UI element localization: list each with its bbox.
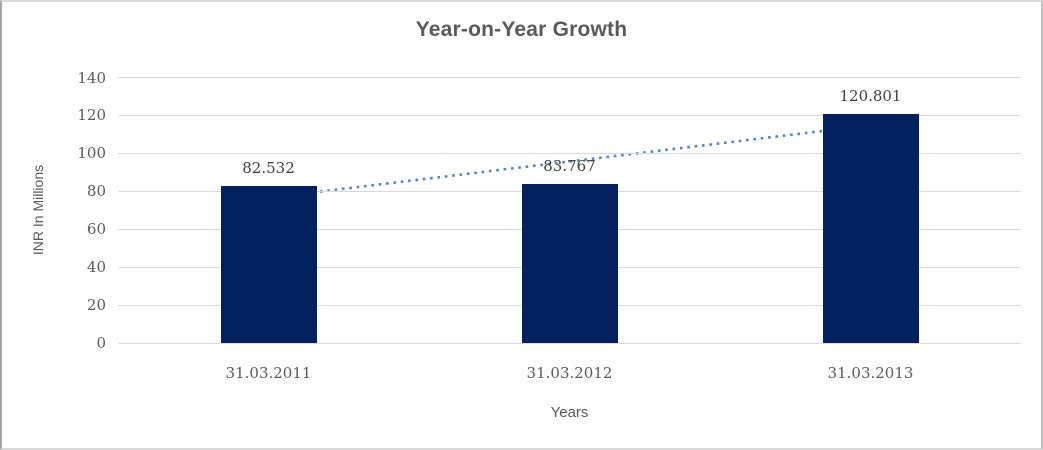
- bar: [521, 184, 618, 343]
- x-category-label: 31.03.2013: [827, 364, 914, 382]
- y-tick-label: 40: [86, 258, 106, 277]
- y-tick-label: 100: [77, 144, 106, 163]
- gridline: [118, 342, 1021, 344]
- y-tick-label: 80: [86, 182, 106, 201]
- bar-value-label: 120.801: [839, 86, 902, 105]
- bar: [220, 186, 317, 343]
- x-axis-title: Years: [550, 404, 589, 421]
- y-tick-label: 60: [86, 220, 106, 239]
- bar-value-label: 83.767: [543, 157, 596, 176]
- bar-value-label: 82.532: [242, 159, 295, 178]
- y-axis-title: INR In Millions: [30, 164, 46, 256]
- y-tick-label: 0: [96, 334, 106, 352]
- bar: [822, 113, 919, 343]
- x-category-label: 31.03.2012: [526, 364, 613, 382]
- y-tick-label: 20: [86, 296, 106, 315]
- y-tick-label: 140: [77, 68, 106, 87]
- gridline: [118, 152, 1021, 154]
- x-category-label: 31.03.2011: [225, 364, 312, 382]
- gridline: [118, 114, 1021, 116]
- chart-title: Year-on-Year Growth: [415, 18, 628, 41]
- gridline: [118, 77, 1021, 78]
- y-tick-label: 120: [77, 106, 106, 125]
